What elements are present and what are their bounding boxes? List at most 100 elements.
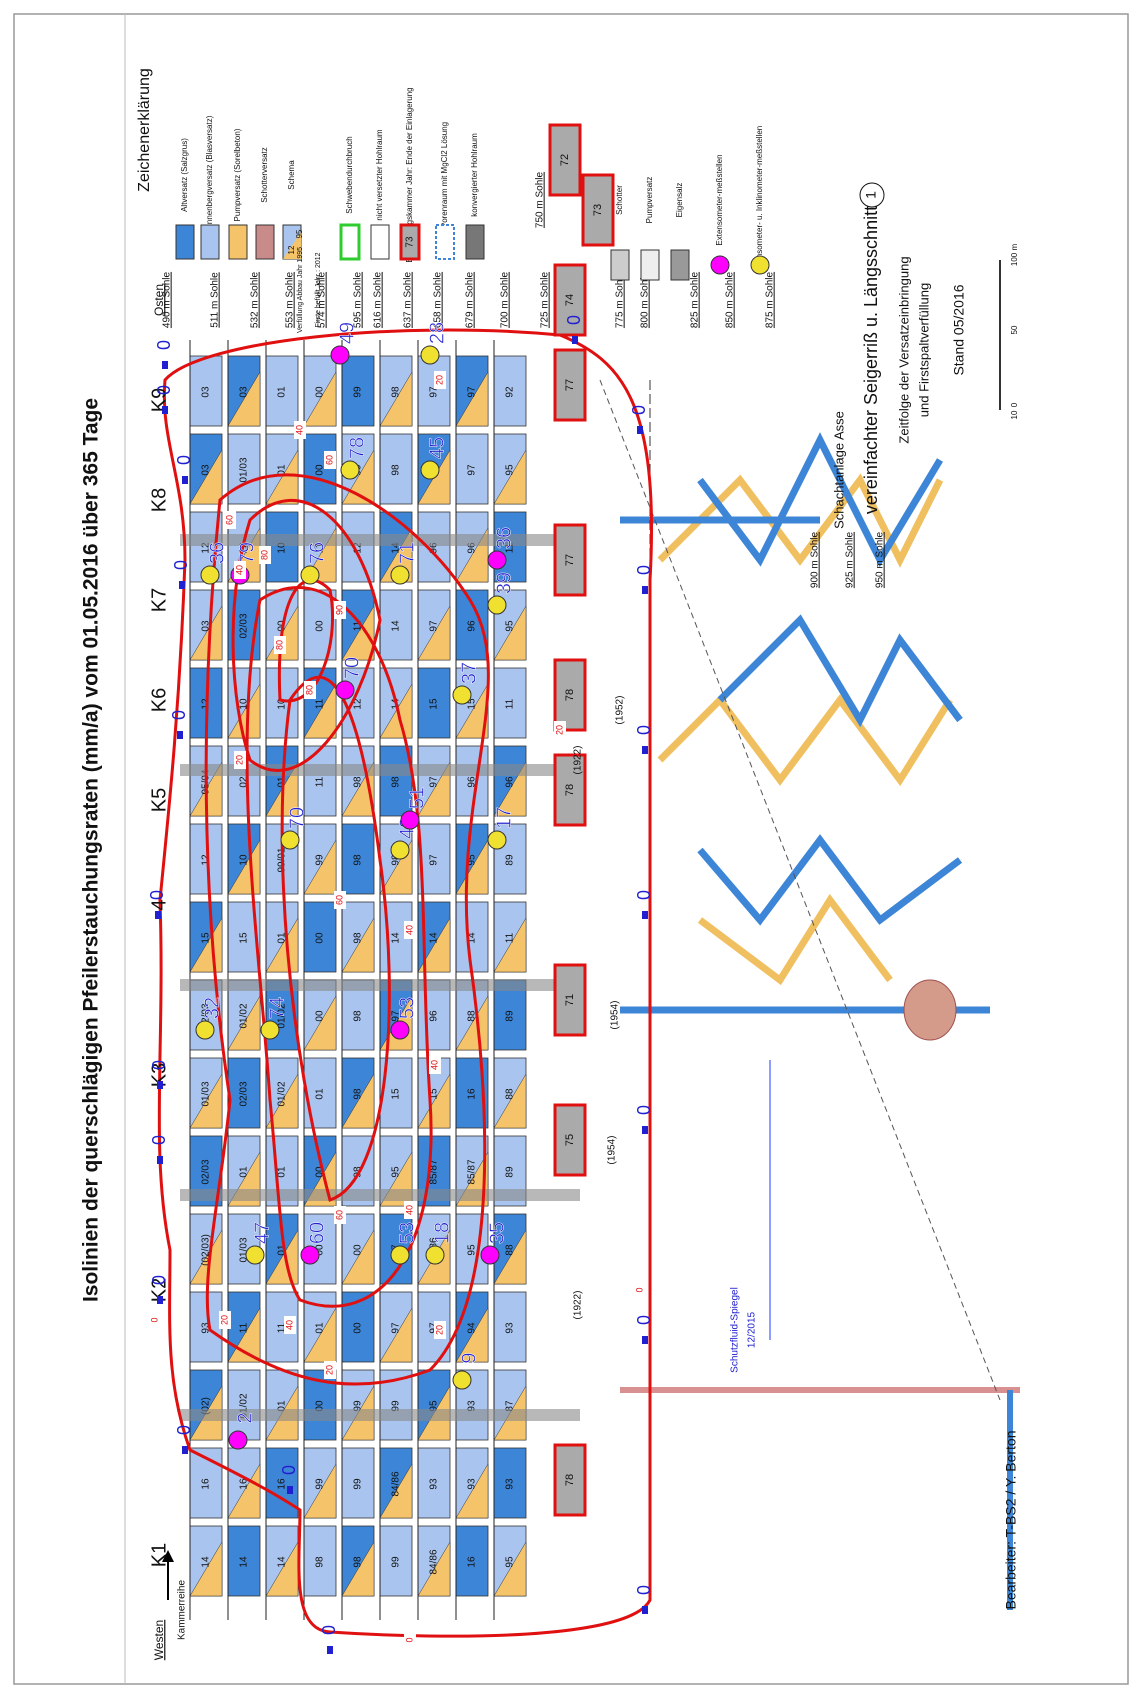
measurement-point <box>390 1245 410 1265</box>
cell-label: 10 <box>239 698 250 710</box>
cell-label: 01/03 <box>239 1237 250 1262</box>
cell <box>303 901 337 973</box>
isoline-label: 60 <box>324 455 334 465</box>
zero-marker <box>155 911 161 919</box>
cell-label: 00 <box>315 1244 326 1256</box>
cell-label: 96 <box>467 776 478 788</box>
cell <box>379 433 413 505</box>
arrow-head <box>162 1550 174 1562</box>
cell-fill <box>379 1307 413 1363</box>
cell-fill <box>455 371 489 427</box>
cell-label: 01 <box>277 464 288 476</box>
legend-label: Schwebendurchbruch <box>345 136 354 213</box>
chamber-grid: 1416(02)93(02/03)02/0301/0302/03151295/0… <box>180 340 580 1620</box>
level-label: 616 m Sohle <box>373 271 384 328</box>
cell-label: 00 <box>353 1322 364 1334</box>
cell-fill <box>341 1073 375 1129</box>
zero-marker <box>182 476 188 484</box>
zero-value: 0 <box>174 455 194 465</box>
legend-label: Pumpversatz <box>645 177 654 224</box>
isoline-label: 20 <box>234 755 244 765</box>
cell-fill <box>455 1307 489 1363</box>
cell-fill <box>379 371 413 427</box>
level-label: 950 m Sohle <box>875 531 886 588</box>
storage-label: 75 <box>564 1134 576 1146</box>
cell <box>341 1447 375 1519</box>
measurement-point <box>487 595 507 615</box>
measurement-value: 28 <box>426 322 448 344</box>
level-label: 700 m Sohle <box>500 271 511 328</box>
measurement-value: 39 <box>493 572 515 594</box>
cell-fill <box>265 1229 299 1285</box>
cell-label: 95 <box>391 1166 402 1178</box>
storage-chamber <box>553 523 587 597</box>
cell <box>455 433 489 505</box>
cell <box>493 511 527 583</box>
cell-fill <box>265 917 299 973</box>
chamber-label: 4 <box>148 899 170 910</box>
measurement-point <box>390 840 410 860</box>
isolines <box>157 328 654 1638</box>
cell-label: 97 <box>391 1322 402 1334</box>
zero-value: 0 <box>174 1425 194 1435</box>
cell-fill <box>303 995 337 1051</box>
isoline-label-bg <box>334 891 346 909</box>
cell-fill <box>341 1229 375 1285</box>
measurement-point <box>452 685 472 705</box>
legend-swatch <box>399 223 421 261</box>
cell-label: 02/03 <box>239 613 250 638</box>
level-label: 825 m Sohle <box>690 271 701 328</box>
measurement-value: 78 <box>346 437 368 459</box>
cell-label: 98 <box>391 776 402 788</box>
cell-label: 99 <box>391 1400 402 1412</box>
cell <box>417 511 451 583</box>
zero-marker <box>162 406 168 414</box>
isoline-label-bg <box>219 1311 231 1329</box>
storage-label: 73 <box>592 204 604 216</box>
cell-fill <box>303 371 337 427</box>
zero-marker <box>287 1486 293 1494</box>
measurement-value: 70 <box>286 807 308 829</box>
scale-label: 50 <box>1010 325 1019 334</box>
cell-label: 16 <box>201 1478 212 1490</box>
sequence: Zeitfolge der Versatzeinbringung <box>896 256 911 443</box>
level-label: 725 m Sohle <box>540 271 551 328</box>
cell-fill <box>455 839 489 895</box>
measurement-value: 74 <box>266 997 288 1019</box>
measurement-value: 79 <box>236 542 258 564</box>
zero-value: 0 <box>149 1060 169 1070</box>
cell-label: 01 <box>315 1322 326 1334</box>
cell-label: 15 <box>391 1088 402 1100</box>
zero-marker <box>637 426 643 434</box>
cell <box>341 823 375 895</box>
zero-value: 0 <box>634 1105 654 1115</box>
legend-label: Extensometer-meßstellen <box>715 154 724 245</box>
cell <box>379 589 413 661</box>
cell-label: 98 <box>391 464 402 476</box>
measurement-value: 60 <box>306 1222 328 1244</box>
cell-fill <box>227 371 261 427</box>
storage-chamber <box>548 123 582 197</box>
schema-roof-year: Firste befüllt Jahr : 2012 <box>315 252 322 327</box>
cell-fill <box>189 1229 223 1285</box>
cell-fill <box>303 839 337 895</box>
zero-value: 0 <box>634 1315 654 1325</box>
legend-label: Einlagerungskammer Jahr: Ende der Einlag… <box>405 87 414 262</box>
measurement-point <box>420 345 440 365</box>
cell-label: 97 <box>429 386 440 398</box>
legend-label: Porenraum mit MgCl2 Lösung <box>440 122 449 228</box>
measurement-point <box>195 1020 215 1040</box>
cell-fill <box>493 1073 527 1129</box>
cell-label: 14 <box>391 620 402 632</box>
sheet-circle <box>859 182 885 208</box>
title: Isolinien der querschlägigen Pfeilerstau… <box>80 398 103 1302</box>
measurement-value: 37 <box>458 662 480 684</box>
cell-label: 02 <box>239 776 250 788</box>
schema-top: 12 <box>287 245 296 254</box>
cell-label: 00 <box>315 1010 326 1022</box>
level-label: 595 m Sohle <box>353 271 364 328</box>
cell-label: 00 <box>315 620 326 632</box>
cell-fill <box>417 1541 451 1597</box>
cell-fill <box>341 917 375 973</box>
cell-label: 12 <box>353 542 364 554</box>
